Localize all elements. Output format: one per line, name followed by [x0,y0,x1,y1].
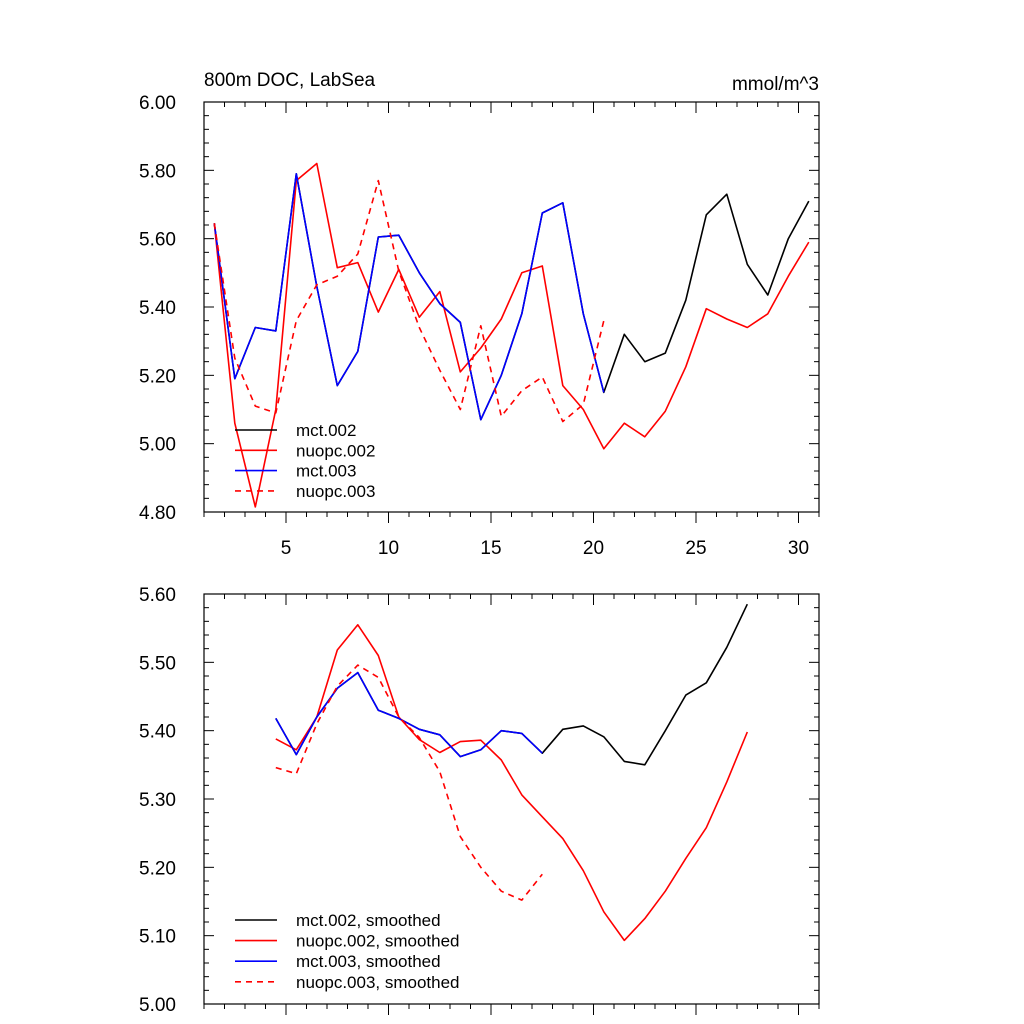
bottom-series-lines [275,603,749,942]
legend-label: nuopc.003 [296,482,375,501]
bottom-axis-labels: 5.00 5.10 5.20 5.30 5.40 5.50 5.60 [139,585,176,1016]
x-tick-label: 25 [685,538,706,559]
y-tick-label: 5.00 [139,435,176,456]
y-tick-label: 5.20 [139,366,176,387]
x-tick-label: 10 [378,538,399,559]
y-tick-label: 5.30 [139,790,176,811]
bottom-legend: mct.002, smoothed nuopc.002, smoothedmct.… [235,911,460,992]
bottom-chart-panel: 5.00 5.10 5.20 5.30 5.40 5.50 5.60 mct.002, sm… [139,585,820,1016]
y-tick-label: 6.00 [139,93,176,114]
series-line-nuopc-003-smoothed [275,664,543,901]
y-tick-label: 5.50 [139,653,176,674]
y-tick-label: 5.20 [139,858,176,879]
top-chart-panel: 800m DOC, LabSea mmol/m^3 4.80 5.00 5.20 5.… [139,70,820,559]
x-tick-label: 30 [788,538,809,559]
legend-label: nuopc.002 [296,441,375,460]
x-tick-label: 20 [583,538,604,559]
y-tick-label: 5.60 [139,230,176,251]
top-plot-frame [203,101,820,513]
x-tick-label: 15 [480,538,501,559]
units-label: mmol/m^3 [732,74,819,95]
y-tick-label: 5.80 [139,161,176,182]
y-tick-label: 5.60 [139,585,176,606]
top-axis-labels: 4.80 5.00 5.20 5.40 5.60 5.80 6.00 5 10 15 20 25 30 [139,93,809,559]
legend-label: mct.003, smoothed [296,952,441,971]
series-line-nuopc-002-smoothed [275,623,749,942]
y-tick-label: 5.40 [139,298,176,319]
legend-label: mct.002, smoothed [296,911,441,930]
legend-label: nuopc.002, smoothed [296,932,460,951]
y-tick-label: 4.80 [139,503,176,524]
x-tick-label: 5 [281,538,292,559]
legend-label: mct.002 [296,421,356,440]
legend-label: nuopc.003, smoothed [296,973,460,992]
legend-label: mct.003 [296,462,356,481]
series-line-nuopc-002 [213,162,810,508]
y-tick-label: 5.40 [139,722,176,743]
series-line-mct-003 [213,173,605,421]
series-line-mct-003-smoothed [275,671,543,758]
y-tick-label: 5.00 [139,995,176,1016]
bottom-axis-ticks [203,593,820,1015]
top-series-lines [213,162,810,508]
top-axis-ticks [203,101,820,523]
chart-title: 800m DOC, LabSea [204,70,376,91]
series-line-nuopc-003 [213,179,605,423]
y-tick-label: 5.10 [139,927,176,948]
bottom-plot-frame [203,593,820,1005]
